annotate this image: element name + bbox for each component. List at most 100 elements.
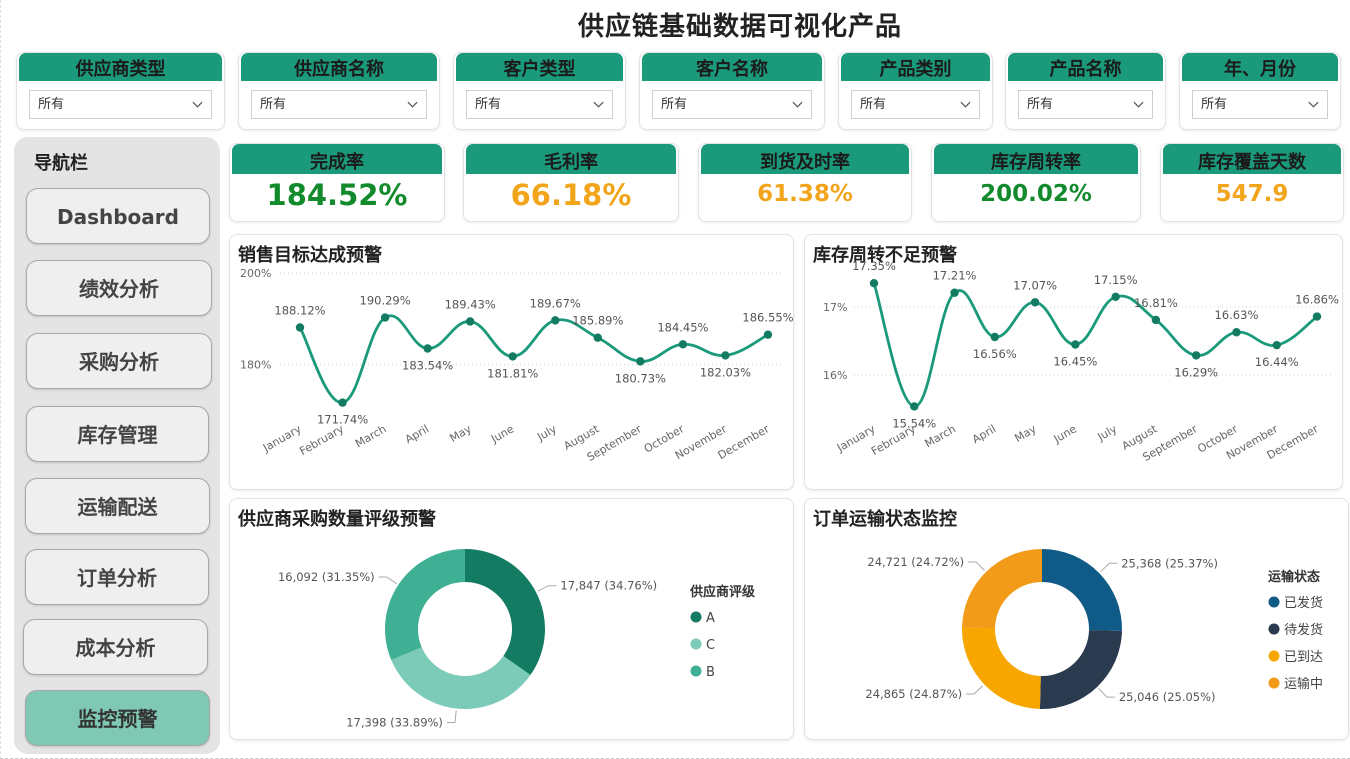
chevron-down-icon <box>593 101 604 108</box>
donut-slice[interactable] <box>962 627 1041 709</box>
data-label: 180.73% <box>615 371 666 385</box>
data-point[interactable] <box>950 288 959 297</box>
data-point[interactable] <box>1232 328 1241 337</box>
data-point[interactable] <box>990 332 1000 342</box>
data-point[interactable] <box>1312 312 1322 321</box>
data-label: 16.56% <box>973 347 1017 361</box>
x-tick-label: April <box>970 422 998 446</box>
x-tick-label: February <box>297 422 346 458</box>
data-label: 185.89% <box>572 314 623 328</box>
filter-label: 产品名称 <box>1008 53 1163 81</box>
chart-title: 供应商采购数量评级预警 <box>238 509 436 530</box>
kpi-label: 完成率 <box>232 144 442 174</box>
data-point[interactable] <box>508 352 517 361</box>
legend-marker <box>1268 623 1280 635</box>
data-point[interactable] <box>295 323 305 332</box>
customer-type-select[interactable]: 所有 <box>466 90 613 119</box>
data-label: 16.63% <box>1215 308 1259 322</box>
data-point[interactable] <box>338 398 347 407</box>
x-tick-label: January <box>260 422 304 455</box>
nav-button-monitoring[interactable]: 监控预警 <box>25 690 210 746</box>
data-point[interactable] <box>1071 340 1080 349</box>
legend-marker <box>1268 596 1280 608</box>
x-tick-label: May <box>1012 422 1039 445</box>
page-title: 供应链基础数据可视化产品 <box>577 12 902 42</box>
filter-customer-name: 客户名称 所有 <box>639 52 825 130</box>
legend-item[interactable]: C <box>706 638 715 653</box>
year-month-select[interactable]: 所有 <box>1192 90 1328 119</box>
legend-item[interactable]: B <box>706 665 715 680</box>
data-point[interactable] <box>1111 292 1120 302</box>
data-label: 171.74% <box>317 413 368 427</box>
nav-button-dashboard[interactable]: Dashboard <box>26 188 210 244</box>
data-point[interactable] <box>551 316 560 325</box>
data-label: 189.67% <box>530 296 581 310</box>
data-label: 182.03% <box>700 365 751 379</box>
data-label: 17.21% <box>933 269 977 283</box>
legend-marker <box>1268 650 1280 662</box>
data-label: 186.55% <box>742 311 793 325</box>
product-category-select[interactable]: 所有 <box>851 90 980 119</box>
select-value: 所有 <box>475 97 502 112</box>
donut-slice[interactable] <box>1039 630 1122 709</box>
kpi-label: 到货及时率 <box>701 144 909 174</box>
x-tick-label: April <box>403 422 431 446</box>
chevron-down-icon <box>792 101 803 108</box>
legend-marker <box>690 665 702 677</box>
legend-item[interactable]: 待发货 <box>1284 622 1323 638</box>
select-value: 所有 <box>1201 97 1228 112</box>
navigation-panel: 导航栏 Dashboard 绩效分析 采购分析 库存管理 运输配送 订单分析 成… <box>14 137 220 754</box>
data-point[interactable] <box>678 340 688 349</box>
legend-item[interactable]: A <box>706 611 715 626</box>
data-point[interactable] <box>380 313 390 322</box>
supplier-type-select[interactable]: 所有 <box>29 90 212 119</box>
nav-title: 导航栏 <box>34 153 88 174</box>
filter-supplier-type: 供应商类型 所有 <box>16 52 225 130</box>
donut-slice[interactable] <box>465 549 545 676</box>
nav-button-procurement[interactable]: 采购分析 <box>26 333 212 389</box>
filter-year-month: 年、月份 所有 <box>1179 52 1341 130</box>
nav-button-orders[interactable]: 订单分析 <box>25 549 209 605</box>
leader-line <box>1100 562 1118 573</box>
legend-marker <box>690 638 702 650</box>
data-point[interactable] <box>721 351 730 360</box>
data-point[interactable] <box>1030 298 1040 307</box>
legend-title: 运输状态 <box>1268 569 1320 585</box>
product-name-select[interactable]: 所有 <box>1018 90 1153 119</box>
slice-label: 17,398 (33.89%) <box>346 715 443 729</box>
chevron-down-icon <box>1308 101 1319 108</box>
legend-item[interactable]: 运输中 <box>1284 676 1323 692</box>
kpi-on-time-delivery: 到货及时率 61.38% <box>698 143 912 222</box>
filter-supplier-name: 供应商名称 所有 <box>238 52 440 130</box>
nav-button-performance[interactable]: 绩效分析 <box>26 260 212 316</box>
donut-slice[interactable] <box>962 549 1042 629</box>
data-point[interactable] <box>636 357 645 366</box>
data-point[interactable] <box>423 344 432 353</box>
supplier-name-select[interactable]: 所有 <box>251 90 427 119</box>
legend-item[interactable]: 已到达 <box>1284 650 1323 665</box>
data-point[interactable] <box>1151 315 1161 325</box>
inventory-turnover-line-chart: 16% 17% 17.35% 15.54% 17.21% 16.56% 17.07% 16.4… <box>823 259 1339 464</box>
kpi-completion-rate: 完成率 184.52% <box>229 143 445 222</box>
data-point[interactable] <box>910 402 919 411</box>
nav-button-cost[interactable]: 成本分析 <box>23 619 208 675</box>
slice-label: 16,092 (31.35%) <box>278 570 375 584</box>
donut-slice[interactable] <box>385 549 465 661</box>
nav-button-shipping[interactable]: 运输配送 <box>25 478 210 534</box>
slice-label: 24,721 (24.72%) <box>867 555 964 569</box>
nav-button-inventory[interactable]: 库存管理 <box>26 406 209 462</box>
customer-name-select[interactable]: 所有 <box>652 90 812 119</box>
data-label: 184.45% <box>657 320 708 334</box>
data-point[interactable] <box>1272 340 1281 350</box>
data-point[interactable] <box>1191 351 1201 360</box>
x-tick-label: June <box>1051 422 1079 446</box>
data-point[interactable] <box>763 330 773 339</box>
donut-slice[interactable] <box>1042 549 1122 631</box>
legend-item[interactable]: 已发货 <box>1284 595 1323 611</box>
data-point[interactable] <box>593 333 603 342</box>
data-point[interactable] <box>869 279 879 288</box>
select-value: 所有 <box>260 97 287 112</box>
donut-slice[interactable] <box>391 647 531 709</box>
data-point[interactable] <box>465 317 475 326</box>
leader-line <box>446 710 457 723</box>
